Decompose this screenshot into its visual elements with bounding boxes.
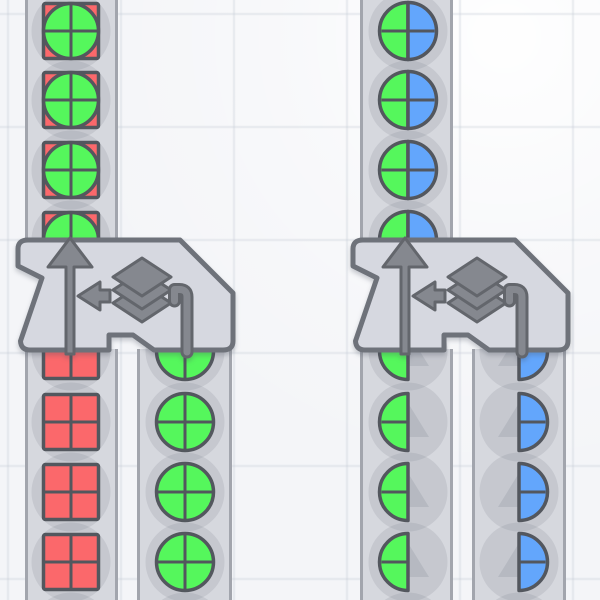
item-ghost-disc: [495, 592, 543, 600]
shape-circle-outline: [41, 70, 101, 130]
belt-item-circle_on_square: [41, 70, 101, 130]
belt-edge-right: [563, 349, 566, 600]
belt-item-circle_split: [377, 0, 439, 62]
belt-edge-right: [450, 0, 453, 242]
belt-item-circle_half_right: [517, 461, 550, 523]
belt-item-circle_half_right: [517, 531, 550, 593]
shape-circle-outline: [41, 1, 101, 61]
belt-edge-right: [229, 349, 232, 600]
belt-item-square: [41, 462, 101, 522]
shape-circle-outline: [154, 531, 216, 593]
belt-item-circle_half_left: [377, 461, 410, 523]
shape-circle-outline: [154, 391, 216, 453]
shape-circle-outline: [154, 461, 216, 523]
belt-item-circle_split: [377, 139, 439, 201]
input-pipe-icon: [506, 286, 526, 356]
belt-item-circle_half_left: [377, 391, 410, 453]
layers-stack-icon: [111, 256, 173, 298]
output-arrow-up-icon: [46, 236, 94, 356]
belt-item-circle_half_right: [517, 391, 550, 453]
input-arrow-left-icon: [411, 280, 447, 312]
input-pipe-icon: [171, 286, 191, 356]
output-arrow-up-icon: [381, 236, 429, 356]
item-ghost-disc: [384, 592, 432, 600]
layers-stack-icon: [446, 256, 508, 298]
belt-item-circle: [154, 531, 216, 593]
belt-edge-left: [360, 0, 363, 242]
belt-edge-right: [115, 349, 118, 600]
belt-edge-left: [360, 349, 363, 600]
belt-item-circle: [154, 391, 216, 453]
stacker-left[interactable]: [15, 236, 236, 359]
belt-edge-left: [137, 349, 140, 600]
belt-edge-right: [115, 0, 118, 242]
belt-item-square: [41, 392, 101, 452]
belt-item-square: [41, 532, 101, 592]
stacker-right[interactable]: [350, 236, 571, 359]
belt-edge-left: [25, 349, 28, 600]
input-arrow-left-icon: [76, 280, 112, 312]
item-ghost-disc: [161, 592, 209, 600]
item-ghost-disc: [47, 592, 95, 600]
input-belt-left-circles-items: [154, 320, 216, 593]
shape-circle-outline: [41, 140, 101, 200]
belt-item-circle_on_square: [41, 1, 101, 61]
belt-item-circle: [154, 461, 216, 523]
belt-item-circle_half_left: [377, 531, 410, 593]
belt-item-circle_split: [377, 69, 439, 131]
belt-item-circle_on_square: [41, 140, 101, 200]
belt-edge-left: [25, 0, 28, 242]
belt-edge-left: [472, 349, 475, 600]
belt-edge-right: [450, 349, 453, 600]
